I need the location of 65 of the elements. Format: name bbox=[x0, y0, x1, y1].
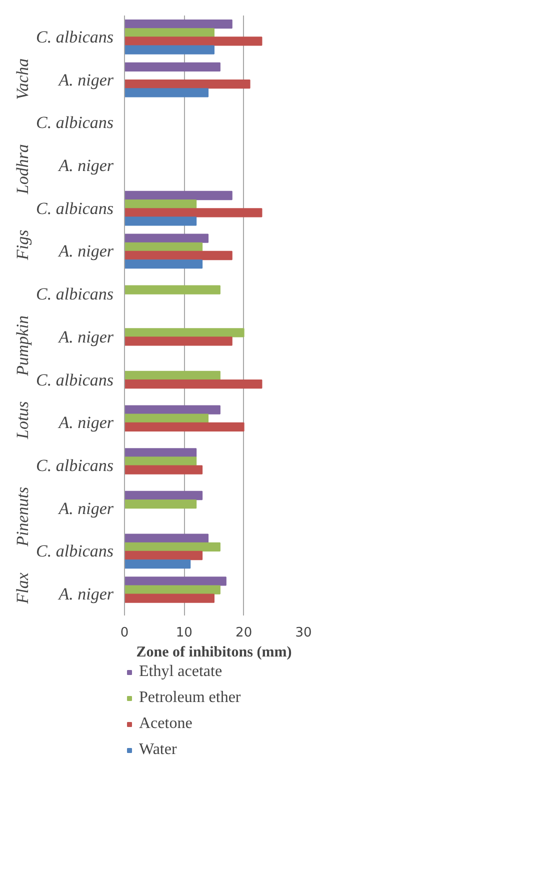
bar bbox=[124, 405, 220, 414]
bar bbox=[124, 594, 214, 603]
bar bbox=[124, 465, 203, 474]
text: Lodhra bbox=[13, 144, 32, 196]
x-tick-label: 0 bbox=[120, 626, 129, 640]
bar bbox=[124, 80, 250, 89]
bar bbox=[124, 242, 203, 252]
legend-label: Ethyl acetate bbox=[139, 663, 222, 681]
bar bbox=[124, 190, 232, 200]
y-tick-label: C. albicans bbox=[36, 370, 114, 390]
bar bbox=[124, 500, 197, 509]
text: Vacha bbox=[13, 58, 32, 100]
bar bbox=[124, 456, 197, 466]
y-tick-label: A. niger bbox=[58, 70, 114, 90]
bar bbox=[124, 208, 262, 218]
bar bbox=[124, 88, 209, 98]
y-tick-label: A. niger bbox=[58, 584, 114, 604]
bar bbox=[124, 414, 209, 423]
bar bbox=[124, 234, 209, 243]
x-tick-label: 10 bbox=[176, 626, 192, 640]
bar bbox=[124, 260, 203, 269]
bar bbox=[124, 560, 191, 569]
bar bbox=[124, 28, 214, 38]
bar bbox=[124, 250, 232, 260]
bar bbox=[124, 380, 262, 389]
y-tick-label: A. niger bbox=[58, 242, 114, 261]
legend-label: Petroleum ether bbox=[139, 689, 241, 707]
bar bbox=[124, 200, 197, 209]
y-tick-label: A. niger bbox=[58, 413, 114, 432]
x-tick-label: 20 bbox=[236, 626, 252, 640]
x-axis-title: Zone of inhibitons (mm) bbox=[136, 644, 292, 660]
bar bbox=[124, 20, 232, 29]
bar bbox=[124, 62, 220, 72]
bar bbox=[124, 422, 244, 432]
bar bbox=[124, 285, 220, 294]
bar bbox=[124, 36, 262, 46]
bar bbox=[124, 534, 209, 543]
bar bbox=[124, 585, 220, 594]
y-tick-label: C. albicans bbox=[36, 542, 114, 561]
bar bbox=[124, 336, 232, 346]
bar bbox=[124, 576, 226, 586]
y-tick-label: A. niger bbox=[58, 498, 114, 518]
y-tick-label: A. niger bbox=[58, 327, 114, 346]
y-tick-label: A. niger bbox=[58, 156, 114, 175]
bar bbox=[124, 550, 203, 560]
y-tick-label: C. albicans bbox=[36, 456, 114, 475]
legend-label: Acetone bbox=[139, 715, 192, 733]
y-tick-label: C. albicans bbox=[36, 113, 114, 132]
y-tick-label: C. albicans bbox=[36, 27, 114, 46]
bar bbox=[124, 216, 197, 226]
text: Lotus bbox=[13, 400, 32, 440]
bar bbox=[124, 370, 220, 380]
text: Flax bbox=[13, 572, 32, 605]
bar bbox=[124, 45, 214, 54]
bar bbox=[124, 542, 220, 552]
text: Figs bbox=[13, 229, 32, 262]
y-tick-label: C. albicans bbox=[36, 198, 114, 218]
y-tick-label: C. albicans bbox=[36, 284, 114, 304]
bar bbox=[124, 490, 203, 500]
text: Pumpkin bbox=[13, 315, 32, 377]
legend-label: Water bbox=[139, 741, 177, 759]
text: Pinenuts bbox=[13, 486, 32, 548]
bar bbox=[124, 328, 244, 338]
bar bbox=[124, 448, 197, 458]
x-tick-label: 30 bbox=[295, 626, 312, 640]
